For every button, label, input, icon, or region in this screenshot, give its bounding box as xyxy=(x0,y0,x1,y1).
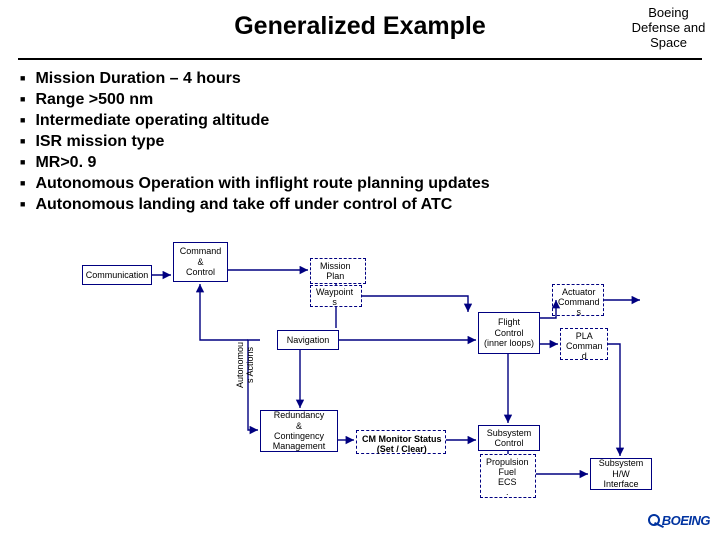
bullet-item: Mission Duration – 4 hours xyxy=(20,70,720,88)
box-flight-control: Flight Control (inner loops) xyxy=(478,312,540,354)
box-subsystem-hw: Subsystem H/W Interface xyxy=(590,458,652,490)
page-title: Generalized Example xyxy=(0,0,720,41)
label-mission-plan: Mission Plan xyxy=(320,262,351,282)
bullet-list: Mission Duration – 4 hours Range >500 nm… xyxy=(20,70,720,214)
label-actuator-commands: Actuator Command s xyxy=(558,288,600,318)
corp-brand: Boeing Defense and Space xyxy=(621,6,716,51)
bullet-item: ISR mission type xyxy=(20,133,720,151)
label-pla-command: PLA Comman d xyxy=(566,332,603,362)
corp-line3: Space xyxy=(650,35,687,50)
label-autonomous-actions: Autonomou s Actions xyxy=(235,342,255,388)
boeing-logo: BOEING xyxy=(648,513,710,528)
header-divider xyxy=(18,58,702,60)
bullet-item: Range >500 nm xyxy=(20,91,720,109)
box-navigation: Navigation xyxy=(277,330,339,350)
box-communication: Communication xyxy=(82,265,152,285)
bullet-item: Autonomous landing and take off under co… xyxy=(20,196,720,214)
bullet-item: Intermediate operating altitude xyxy=(20,112,720,130)
bullet-item: Autonomous Operation with inflight route… xyxy=(20,175,720,193)
box-redundancy-contingency: Redundancy & Contingency Management xyxy=(260,410,338,452)
box-subsystem-control: Subsystem Control xyxy=(478,425,540,451)
label-propulsion-ecs: Propulsion Fuel ECS . xyxy=(486,458,529,498)
boeing-logo-icon xyxy=(648,514,660,526)
bullet-item: MR>0. 9 xyxy=(20,154,720,172)
label-waypoints: Waypoint s xyxy=(316,288,353,308)
boeing-logo-text: BOEING xyxy=(662,513,710,528)
corp-line1: Boeing xyxy=(648,5,688,20)
block-diagram: Communication Command & Control Navigati… xyxy=(0,240,720,540)
label-cm-monitor: CM Monitor Status (Set / Clear) xyxy=(362,435,442,455)
box-command-control: Command & Control xyxy=(173,242,228,282)
corp-line2: Defense and xyxy=(632,20,706,35)
